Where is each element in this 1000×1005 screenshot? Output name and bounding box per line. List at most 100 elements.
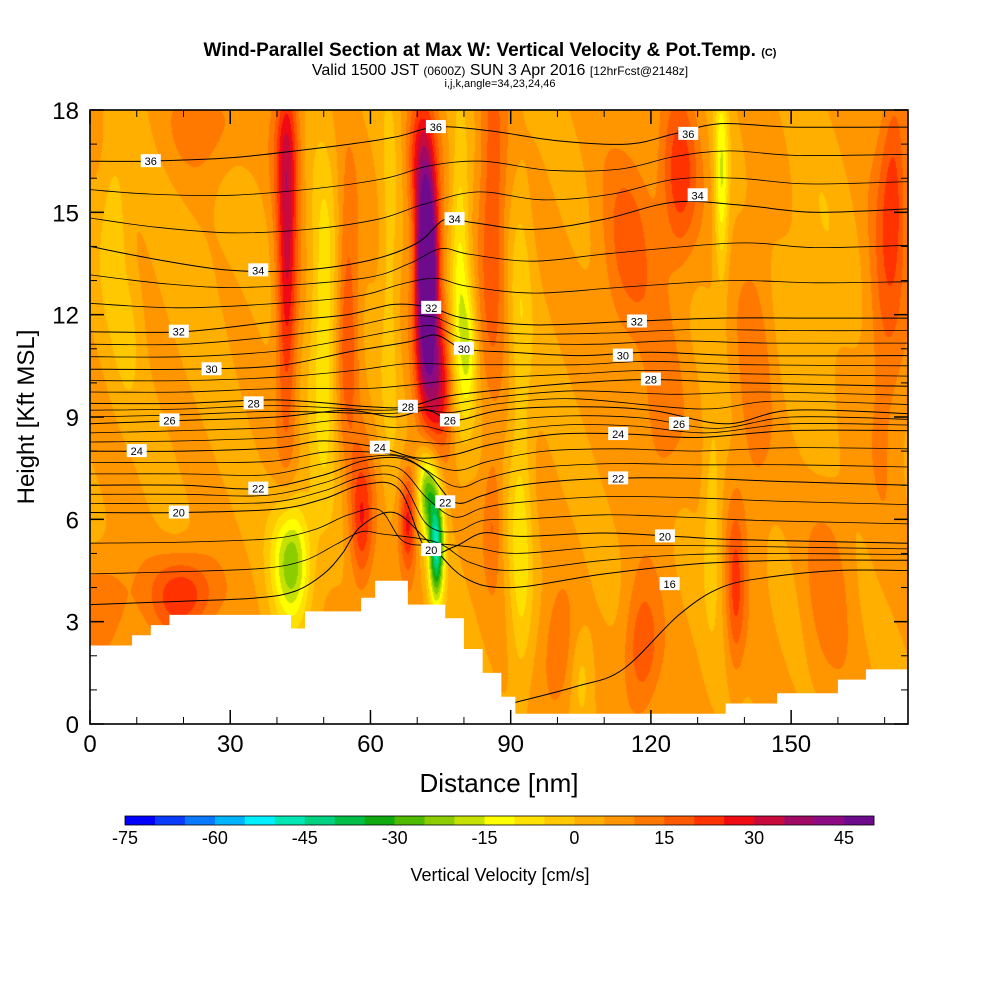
contour-label: 24 [126, 444, 147, 458]
contour-label: 36 [425, 120, 446, 134]
colorbar-segment [664, 816, 695, 825]
svg-text:28: 28 [247, 398, 259, 410]
colorbar-segment [394, 816, 425, 825]
svg-text:28: 28 [645, 374, 657, 386]
contour-line [90, 325, 908, 358]
chart-subtitle-indices: i,j,k,angle=34,23,24,46 [444, 78, 555, 90]
colorbar-segment [604, 816, 635, 825]
contour-line [90, 378, 908, 409]
contour-line [90, 177, 908, 234]
y-tick-label: 6 [66, 507, 79, 534]
colorbar-segment [364, 816, 395, 825]
colorbar-tick-label: -45 [292, 828, 318, 848]
contour-line [90, 277, 908, 309]
colorbar-segment [724, 816, 755, 825]
contour-line [90, 360, 908, 382]
svg-text:28: 28 [402, 402, 414, 414]
contour-label: 16 [659, 577, 680, 591]
contour-label: 36 [678, 126, 699, 141]
colorbar-tick-label: -30 [382, 828, 408, 848]
contour-line [510, 569, 908, 704]
contour-label: 26 [439, 413, 460, 427]
contour-line [90, 303, 908, 333]
plot-area: 16 20 22 24 26 28 30 32 34 36 36 36 34 34 32 32 30 30 28 28… [90, 110, 908, 724]
y-tick-label: 18 [52, 98, 79, 125]
colorbar-segment [844, 816, 875, 825]
x-tick-label: 0 [83, 731, 96, 758]
y-tick-label: 9 [66, 405, 79, 432]
title-copyright-mark: (C) [761, 47, 777, 59]
contour-label: 26 [159, 413, 180, 427]
svg-text:22: 22 [439, 497, 451, 509]
colorbar-segment [694, 816, 725, 825]
svg-text:24: 24 [612, 429, 624, 441]
contour-line [90, 530, 908, 575]
contour-label: 20 [654, 529, 675, 543]
contour-label: 32 [626, 314, 647, 328]
colorbar-segment [304, 816, 336, 825]
contour-label: 32 [168, 324, 189, 339]
svg-text:36: 36 [682, 129, 694, 141]
svg-text:30: 30 [617, 351, 629, 363]
svg-text:32: 32 [631, 316, 643, 328]
contour-line [90, 415, 908, 434]
contour-line [90, 242, 908, 288]
contour-label: 28 [640, 372, 661, 386]
svg-text:34: 34 [252, 265, 264, 277]
colorbar-segment [574, 816, 605, 825]
contour-label: 20 [421, 543, 442, 557]
contour-line [90, 481, 908, 555]
x-axis-label: Distance [nm] [420, 768, 579, 798]
svg-text:16: 16 [663, 579, 675, 591]
contour-label: 30 [453, 341, 474, 356]
chart-title: Wind-Parallel Section at Max W: Vertical… [204, 40, 777, 61]
contour-line [90, 398, 908, 418]
contour-label: 30 [201, 362, 222, 376]
contour-label: 26 [668, 416, 689, 431]
svg-text:24: 24 [131, 446, 143, 458]
contour-label: 34 [444, 212, 465, 226]
x-tick-label: 60 [357, 731, 384, 758]
y-tick-label: 3 [66, 610, 79, 637]
colorbar-segment [514, 816, 545, 825]
svg-text:36: 36 [430, 122, 442, 134]
colorbar-segment [814, 816, 845, 825]
x-tick-label: 90 [497, 731, 524, 758]
x-tick-label: 30 [217, 731, 244, 758]
svg-text:24: 24 [374, 443, 386, 455]
contour-label: 30 [612, 348, 633, 363]
colorbar-segment [244, 816, 276, 825]
contour-label: 22 [248, 481, 269, 496]
svg-text:36: 36 [145, 156, 157, 168]
contour-label: 22 [435, 495, 456, 509]
colorbar-segment [454, 816, 485, 825]
y-tick-label: 12 [52, 303, 79, 330]
contour-label: 24 [608, 427, 629, 441]
colorbar-tick-label: 30 [744, 828, 764, 848]
contour-line [90, 369, 908, 393]
contour-label: 36 [140, 154, 161, 168]
contour-label: 34 [687, 188, 708, 202]
contour-line [90, 465, 908, 518]
x-tick-label: 150 [771, 731, 811, 758]
colorbar-tick-label: -75 [112, 828, 138, 848]
contour-line [90, 429, 908, 459]
contour-line [90, 454, 908, 488]
svg-text:30: 30 [458, 344, 470, 356]
contour-label: 20 [168, 505, 189, 520]
colorbar-segment [784, 816, 815, 825]
colorbar-segment [184, 816, 216, 825]
colorbar-segment [274, 816, 306, 825]
contour-line [90, 122, 908, 162]
contour-label: 28 [397, 399, 418, 414]
colorbar-frame [124, 815, 875, 826]
contour-label: 34 [248, 263, 269, 277]
svg-text:32: 32 [425, 303, 437, 315]
colorbar-tick-label: 0 [569, 828, 579, 848]
colorbar-segment [634, 816, 665, 825]
colorbar-tick-label: -15 [472, 828, 498, 848]
colorbar: -75 -60 -45 -30 -15 0 15 30 45 [112, 815, 875, 848]
svg-text:22: 22 [612, 473, 624, 485]
